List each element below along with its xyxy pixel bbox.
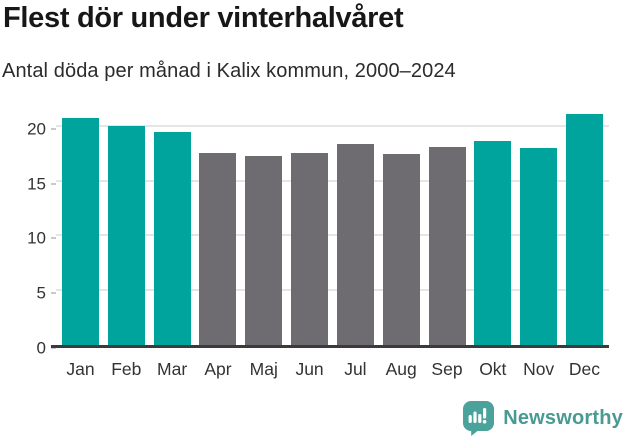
y-tick-mark — [51, 127, 56, 130]
x-tick-label-aug: Aug — [385, 359, 417, 379]
bar-dec — [565, 113, 603, 345]
x-tick-label-nov: Nov — [523, 359, 555, 379]
newsworthy-logo-icon — [463, 401, 495, 436]
y-tick-label-20: 20 — [27, 119, 46, 139]
x-tick-label-okt: Okt — [479, 359, 507, 379]
bar-chart: 0 5 10 15 20 Jan Feb Mar Apr Maj Jun Jul Aug Sep Okt N… — [0, 110, 631, 379]
y-axis: 0 5 10 15 20 — [0, 110, 56, 357]
y-tick-mark — [51, 347, 56, 349]
x-tick-label-sep: Sep — [431, 359, 463, 379]
x-tick-label-jul: Jul — [344, 359, 367, 379]
x-tick-label-mar: Mar — [157, 359, 188, 379]
bar-okt — [474, 141, 512, 345]
y-tick-label-5: 5 — [36, 283, 46, 303]
y-tick-label-10: 10 — [27, 228, 46, 248]
gridline-5 — [56, 289, 609, 292]
gridline-15 — [56, 179, 609, 182]
chart-title: Flest dör under vinterhalvåret — [3, 2, 404, 34]
x-tick-label-apr: Apr — [204, 359, 232, 379]
bar-maj — [245, 156, 283, 345]
bar-nov — [520, 147, 558, 345]
bar-mar — [153, 132, 191, 345]
x-tick-label-feb: Feb — [111, 359, 142, 379]
gridline-10 — [56, 234, 609, 237]
plot-area — [51, 110, 609, 348]
bar-aug — [382, 154, 420, 345]
bar-jun — [291, 153, 329, 345]
x-axis-labels: Jan Feb Mar Apr Maj Jun Jul Aug Sep Okt Nov Dec — [56, 359, 609, 380]
y-tick-label-15: 15 — [27, 174, 46, 193]
y-tick-mark — [51, 292, 56, 295]
x-tick-label-jan: Jan — [66, 359, 95, 379]
bar-feb — [107, 125, 145, 345]
bar-jan — [62, 118, 99, 345]
brand-name: Newsworthy — [503, 407, 623, 429]
y-tick-mark — [51, 182, 56, 185]
x-tick-label-dec: Dec — [568, 359, 600, 379]
brand-footer[interactable]: Newsworthy — [463, 401, 623, 436]
bar-jul — [336, 144, 374, 345]
chart-subtitle: Antal döda per månad i Kalix kommun, 200… — [2, 60, 456, 82]
y-tick-mark — [51, 237, 56, 240]
y-tick-label-0: 0 — [36, 338, 46, 358]
bar-sep — [428, 146, 466, 345]
x-tick-label-maj: Maj — [249, 359, 278, 379]
gridline-20 — [56, 124, 609, 127]
x-tick-label-jun: Jun — [295, 359, 324, 379]
bar-apr — [199, 153, 237, 345]
